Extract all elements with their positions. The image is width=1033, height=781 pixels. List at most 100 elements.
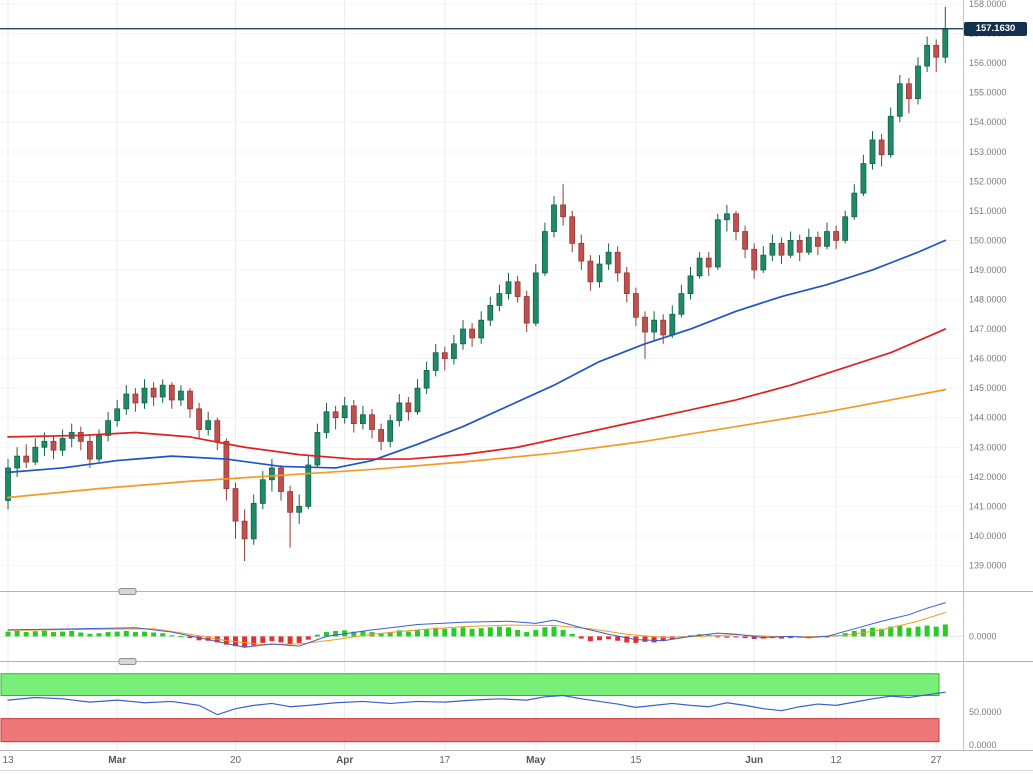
price-axis-label: 156.0000: [969, 58, 1007, 68]
macd-bar: [151, 632, 157, 637]
candle-bearish: [815, 237, 821, 247]
candle-bullish: [669, 313, 676, 336]
candle-bearish: [514, 281, 521, 297]
macd-bar: [333, 630, 339, 637]
macd-bar: [779, 636, 784, 639]
price-axis-label: 153.0000: [969, 147, 1007, 157]
candle-bullish: [250, 502, 257, 540]
macd-bar: [724, 636, 730, 638]
macd-bar: [78, 632, 84, 637]
macd-bar: [879, 628, 885, 637]
candle-bearish: [168, 384, 175, 401]
candle-bearish: [642, 316, 648, 333]
candle-bullish: [505, 281, 512, 294]
macd-bar: [469, 628, 475, 637]
candle-bullish: [423, 370, 430, 389]
stoch-axis-label: 0.0000: [969, 740, 997, 750]
oversold-zone: [0, 718, 940, 743]
macd-bar: [205, 636, 211, 641]
candle-bearish: [523, 296, 530, 324]
candle-bearish: [733, 213, 739, 232]
candle-bullish: [396, 402, 403, 422]
candle-bullish: [14, 455, 21, 469]
macd-bar: [14, 630, 20, 637]
candle-bullish: [724, 213, 730, 221]
candle-bullish: [314, 432, 321, 466]
time-axis-label: 27: [931, 755, 943, 766]
macd-bar: [69, 630, 75, 637]
candle-bearish: [623, 272, 630, 294]
macd-bar: [132, 632, 138, 637]
macd-bar: [715, 636, 721, 638]
candle-bearish: [23, 455, 30, 463]
macd-bar: [160, 633, 166, 637]
panel-resize-handle[interactable]: [118, 588, 137, 595]
macd-bar: [487, 627, 493, 637]
macd-bar: [305, 636, 311, 640]
price-axis[interactable]: 158.0000157.0000156.0000155.0000154.0000…: [969, 0, 1007, 750]
candle-bullish: [105, 420, 111, 436]
candle-bullish: [651, 319, 657, 333]
candle-bullish: [714, 219, 721, 268]
price-gridlines: [0, 3, 963, 566]
candle-bullish: [460, 328, 466, 345]
candle-bullish: [123, 393, 130, 410]
candle-bullish: [887, 115, 894, 156]
candle-bearish: [578, 242, 585, 262]
stoch-line: [7, 691, 946, 716]
price-axis-label: 154.0000: [969, 117, 1007, 127]
macd-bar: [378, 633, 384, 637]
price-axis-label: 155.0000: [969, 88, 1007, 98]
macd-bar: [105, 632, 111, 637]
candle-bullish: [450, 343, 457, 360]
candle-bullish: [605, 251, 612, 265]
macd-bar: [569, 633, 575, 637]
candle-bearish: [350, 405, 357, 425]
candle-bearish: [378, 429, 385, 442]
macd-bar: [451, 628, 457, 637]
candle-bullish: [924, 44, 930, 67]
candle-bullish: [478, 319, 485, 339]
macd-bar: [733, 636, 739, 638]
time-axis-label: May: [526, 755, 546, 766]
macd-bar: [51, 632, 56, 637]
candle-bearish: [278, 467, 284, 492]
ma-medium-line: [7, 328, 947, 460]
macd-bar: [387, 632, 393, 637]
candle-bullish: [542, 231, 548, 274]
macd-bar: [551, 626, 557, 637]
macd-bar: [23, 632, 29, 637]
price-axis-label: 145.0000: [969, 383, 1007, 393]
candle-bearish: [132, 393, 139, 404]
price-axis-label: 147.0000: [969, 324, 1007, 334]
time-axis-label: 20: [230, 755, 242, 766]
candle-bullish: [487, 305, 494, 321]
candle-bullish: [678, 293, 685, 315]
macd-bar: [496, 626, 502, 637]
candle-bullish: [596, 263, 603, 283]
candle-bullish: [414, 387, 421, 413]
candle-bearish: [751, 248, 758, 271]
candle-bullish: [532, 272, 539, 324]
candle-bearish: [332, 411, 339, 419]
time-axis[interactable]: 13 Mar 20 Apr 17 May 15 Jun 12 27: [2, 755, 942, 766]
time-axis-label: 17: [439, 755, 451, 766]
candle-bullish: [159, 384, 166, 398]
macd-bar: [751, 636, 757, 640]
macd-bar: [424, 628, 430, 637]
candle-bullish: [432, 352, 439, 371]
macd-bar: [742, 636, 748, 639]
macd-bar: [615, 636, 621, 641]
candle-bearish: [833, 231, 839, 241]
macd-bar: [506, 627, 511, 637]
panel-resize-handle[interactable]: [118, 658, 137, 665]
macd-axis-label: 0.0000: [969, 631, 997, 641]
time-axis-label: Jun: [745, 755, 763, 766]
macd-bar: [41, 630, 47, 637]
candle-bearish: [633, 293, 639, 318]
candle-bullish: [359, 414, 366, 425]
macd-bar: [542, 627, 548, 637]
price-axis-label: 143.0000: [969, 442, 1007, 452]
candle-bullish: [268, 467, 275, 481]
